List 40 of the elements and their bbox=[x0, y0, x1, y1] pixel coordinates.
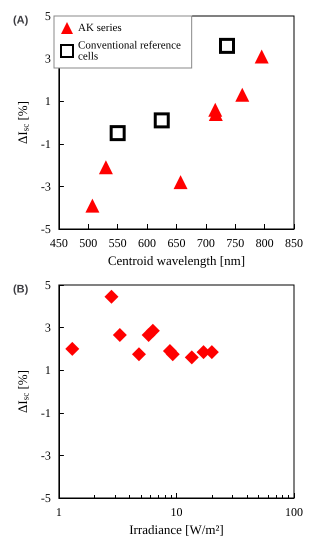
y-tick-label: -1 bbox=[40, 406, 51, 420]
x-tick-label: 650 bbox=[167, 236, 186, 250]
point bbox=[254, 49, 269, 64]
x-tick-label: 800 bbox=[256, 236, 274, 250]
point bbox=[98, 160, 113, 174]
x-tick-label: 550 bbox=[108, 236, 127, 250]
point bbox=[235, 88, 250, 102]
x-tick-label: 600 bbox=[138, 236, 156, 250]
x-tick-label: 700 bbox=[196, 236, 215, 250]
x-tick-label: 750 bbox=[226, 236, 244, 250]
y-tick-label: -1 bbox=[40, 136, 51, 151]
y-tick-label: -3 bbox=[40, 448, 51, 462]
y-tick-label: 1 bbox=[44, 94, 51, 108]
x-tick-label: 500 bbox=[79, 236, 98, 250]
x-axis-title: Centroid wavelength [nm] bbox=[108, 252, 246, 268]
y-tick-label: 1 bbox=[44, 363, 51, 378]
x-tick-label: 1 bbox=[56, 505, 62, 519]
chart-title: (A) bbox=[13, 14, 29, 26]
point bbox=[174, 175, 188, 190]
y-axis-title: ΔIsc [%] bbox=[15, 370, 30, 413]
y-tick-label: 5 bbox=[44, 278, 51, 292]
y-tick-label: -5 bbox=[40, 222, 51, 236]
point bbox=[154, 112, 170, 128]
y-tick-label: -3 bbox=[40, 179, 51, 194]
chart-title: (B) bbox=[13, 284, 29, 296]
x-tick-label: 450 bbox=[50, 236, 68, 250]
y-axis-title: ΔIsc [%] bbox=[15, 101, 30, 144]
point bbox=[85, 198, 100, 213]
point bbox=[218, 38, 235, 54]
x-tick-label: 10 bbox=[170, 505, 182, 519]
x-tick-label: 100 bbox=[285, 505, 303, 519]
y-tick-label: 3 bbox=[44, 320, 51, 335]
legend-label: Conventional reference cells bbox=[78, 40, 184, 62]
y-tick-label: 5 bbox=[44, 9, 51, 23]
y-tick-label: -5 bbox=[40, 491, 51, 505]
x-tick-label: 850 bbox=[285, 236, 303, 250]
x-axis-title: Irradiance [W/m²] bbox=[129, 522, 224, 537]
y-tick-label: 3 bbox=[44, 52, 51, 66]
legend-label: AK series bbox=[78, 22, 122, 34]
point bbox=[110, 125, 126, 142]
